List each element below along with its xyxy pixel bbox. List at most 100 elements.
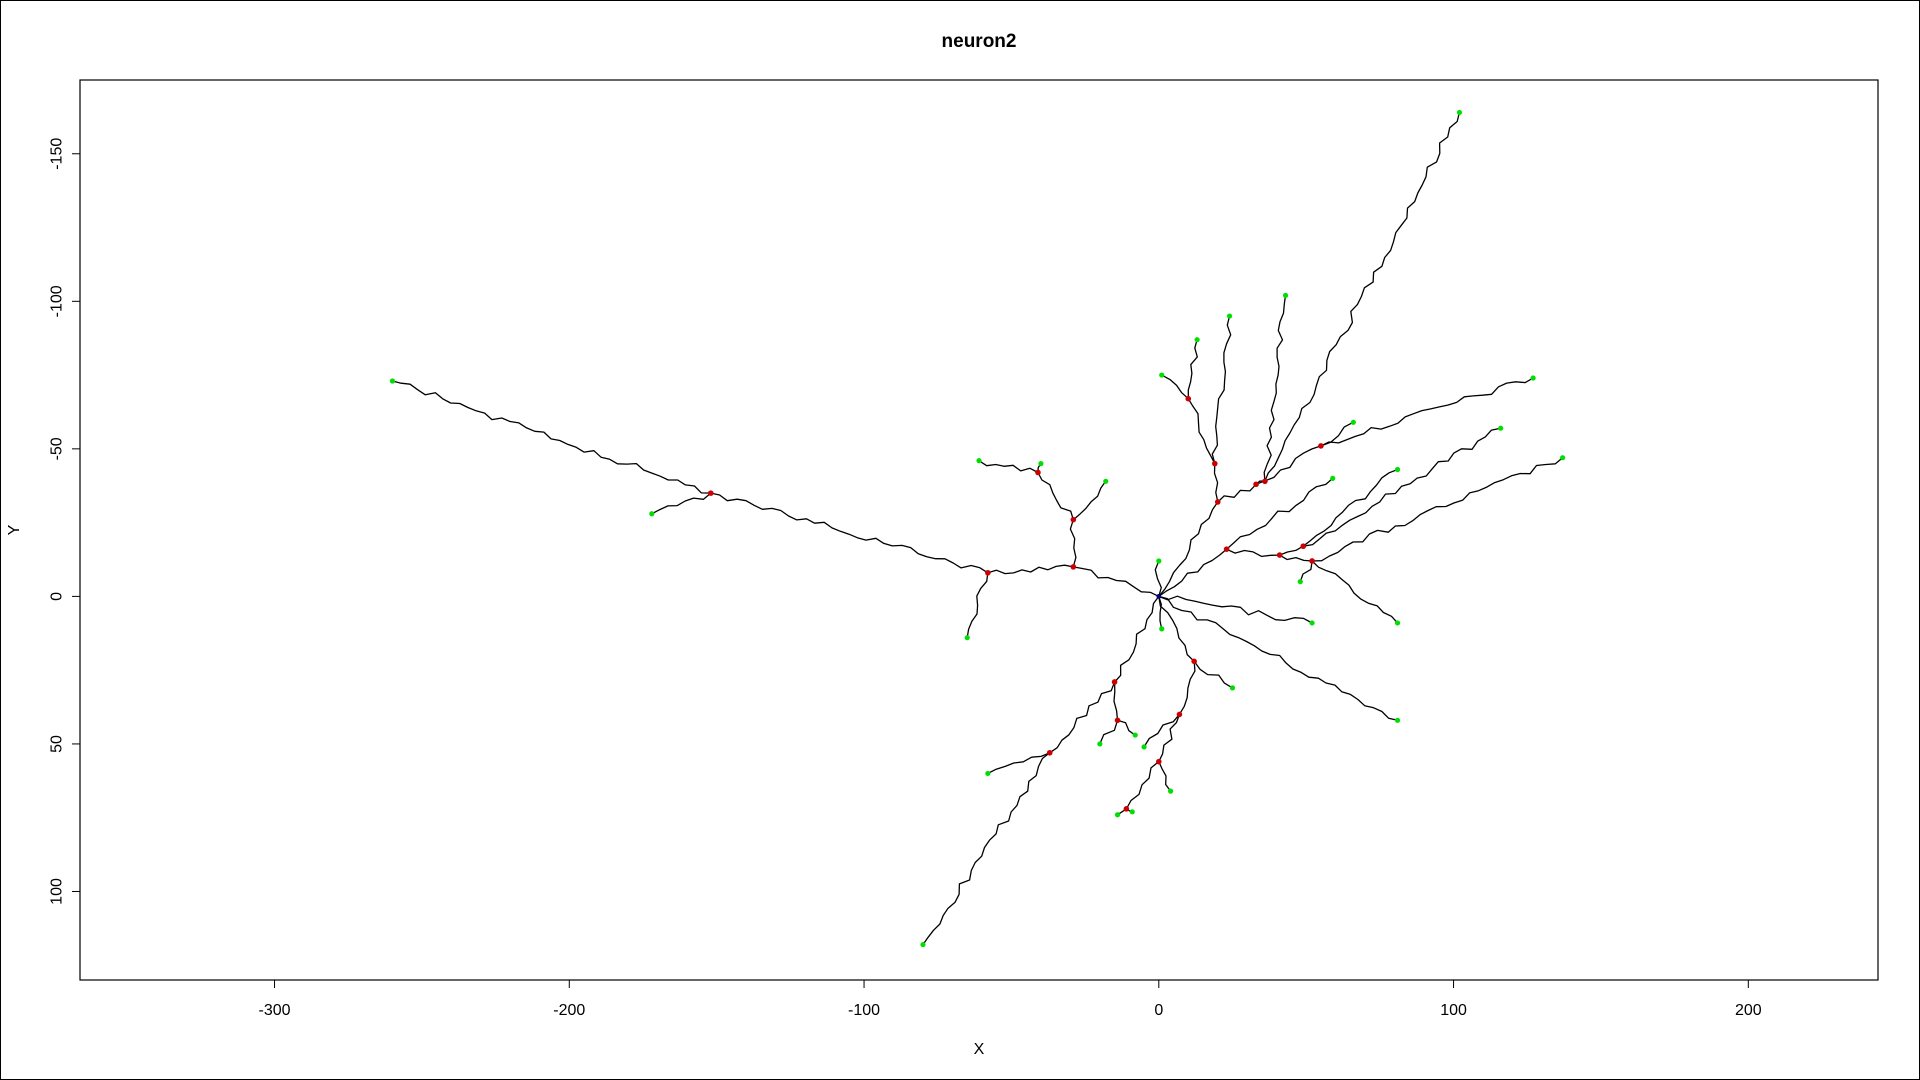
y-tick-label: 0 bbox=[49, 592, 66, 601]
dendrite-segment bbox=[1143, 713, 1180, 748]
end-point bbox=[976, 458, 982, 464]
end-point bbox=[1560, 455, 1566, 461]
x-tick-label: 0 bbox=[1154, 1002, 1163, 1019]
branch-point bbox=[1070, 564, 1077, 570]
branch-point bbox=[1212, 460, 1218, 467]
dendrite-segment bbox=[987, 752, 1050, 774]
end-point bbox=[1394, 717, 1401, 723]
dendrite-segment bbox=[710, 492, 989, 574]
end-point bbox=[985, 770, 991, 777]
end-point bbox=[920, 941, 926, 948]
end-point bbox=[1309, 620, 1315, 626]
end-point bbox=[1226, 313, 1233, 319]
dendrite-segment bbox=[966, 572, 989, 638]
x-axis-label: X bbox=[974, 1041, 985, 1058]
dendrite-segment bbox=[1303, 427, 1501, 547]
end-point bbox=[1394, 620, 1401, 626]
end-point bbox=[1394, 466, 1401, 473]
branch-point bbox=[1035, 469, 1041, 476]
dendrite-segment bbox=[1158, 761, 1172, 792]
end-point bbox=[1156, 558, 1162, 564]
dendrite-segment bbox=[1226, 477, 1334, 550]
y-tick-label: -150 bbox=[49, 138, 66, 170]
dendrite-segment bbox=[1263, 295, 1287, 482]
branch-point bbox=[1111, 679, 1118, 685]
x-tick-label: -100 bbox=[848, 1002, 880, 1019]
y-tick-label: 50 bbox=[49, 735, 66, 753]
end-point bbox=[389, 378, 396, 384]
dendrite-segment bbox=[1211, 315, 1232, 464]
x-tick-label: 100 bbox=[1440, 1002, 1467, 1019]
dendrite-segment bbox=[1069, 519, 1077, 568]
dendrite-segment bbox=[1255, 445, 1322, 485]
branch-points bbox=[707, 395, 1324, 812]
branch-point bbox=[1300, 543, 1307, 550]
dendrite-segment bbox=[1073, 566, 1160, 597]
branch-point bbox=[1176, 711, 1183, 718]
plot-box bbox=[79, 79, 1879, 981]
dendrite-segment bbox=[1217, 483, 1257, 503]
dendrite-segment bbox=[1158, 595, 1313, 624]
dendrite-segment bbox=[1279, 545, 1304, 556]
dendrite-segment bbox=[1279, 554, 1313, 562]
dendrite-segment bbox=[1114, 596, 1160, 683]
y-axis: -150 -100 -50 0 50 100 bbox=[49, 138, 80, 905]
branch-point bbox=[1253, 481, 1259, 488]
dendrite-segment bbox=[1158, 548, 1228, 597]
dendrite-segment bbox=[1311, 560, 1399, 624]
dendrite-segment bbox=[651, 492, 712, 515]
dendrite-segment bbox=[1187, 339, 1198, 399]
dendrite-segment bbox=[1161, 374, 1189, 400]
dendrite-segment bbox=[1264, 112, 1461, 482]
dendrite-segment bbox=[1320, 377, 1534, 447]
end-point bbox=[1498, 425, 1504, 431]
end-point bbox=[1159, 626, 1165, 632]
dendrite-segment bbox=[1099, 720, 1119, 745]
end-point bbox=[1132, 732, 1138, 738]
end-point bbox=[1330, 475, 1336, 481]
end-point bbox=[1350, 419, 1356, 425]
end-point bbox=[964, 635, 970, 641]
branch-point bbox=[1262, 478, 1268, 485]
dendrite-segment bbox=[1302, 468, 1398, 547]
branch-point bbox=[1276, 552, 1283, 558]
x-tick-label: 200 bbox=[1735, 1002, 1762, 1019]
soma-point bbox=[1156, 593, 1162, 599]
end-point bbox=[1097, 741, 1103, 747]
dendrite-segment bbox=[1299, 560, 1313, 582]
branch-point bbox=[1318, 443, 1324, 449]
end-point bbox=[1297, 579, 1303, 585]
end-point bbox=[1038, 461, 1044, 467]
end-point bbox=[1456, 109, 1463, 116]
branch-point bbox=[1309, 558, 1315, 564]
end-points bbox=[389, 109, 1566, 948]
branch-point bbox=[1223, 546, 1230, 552]
dendrite-segment bbox=[1312, 457, 1564, 562]
end-point bbox=[1282, 292, 1289, 299]
branch-point bbox=[985, 569, 991, 576]
end-point bbox=[1167, 788, 1174, 794]
branch-point bbox=[1156, 758, 1162, 765]
dendrite-segment bbox=[1037, 472, 1074, 520]
dendrite-segment bbox=[1320, 421, 1354, 447]
branch-point bbox=[1046, 749, 1053, 756]
dendrite-segment bbox=[1158, 595, 1398, 721]
dendrite-segment bbox=[1049, 681, 1116, 754]
dendrite-segment bbox=[1158, 714, 1181, 762]
end-point bbox=[1103, 478, 1109, 484]
branch-point bbox=[1114, 717, 1121, 724]
y-tick-label: -100 bbox=[49, 285, 66, 317]
end-point bbox=[1159, 372, 1165, 378]
y-axis-label: Y bbox=[6, 524, 23, 535]
dendrite-segment bbox=[1193, 660, 1233, 689]
end-point bbox=[1141, 744, 1147, 750]
x-tick-label: -300 bbox=[259, 1002, 291, 1019]
chart-title: neuron2 bbox=[942, 31, 1017, 52]
branch-point bbox=[1123, 806, 1130, 812]
branch-point bbox=[707, 490, 714, 496]
end-point bbox=[1530, 375, 1536, 381]
end-point bbox=[1129, 809, 1135, 815]
end-point bbox=[649, 511, 655, 517]
neuron-segments bbox=[392, 112, 1564, 945]
